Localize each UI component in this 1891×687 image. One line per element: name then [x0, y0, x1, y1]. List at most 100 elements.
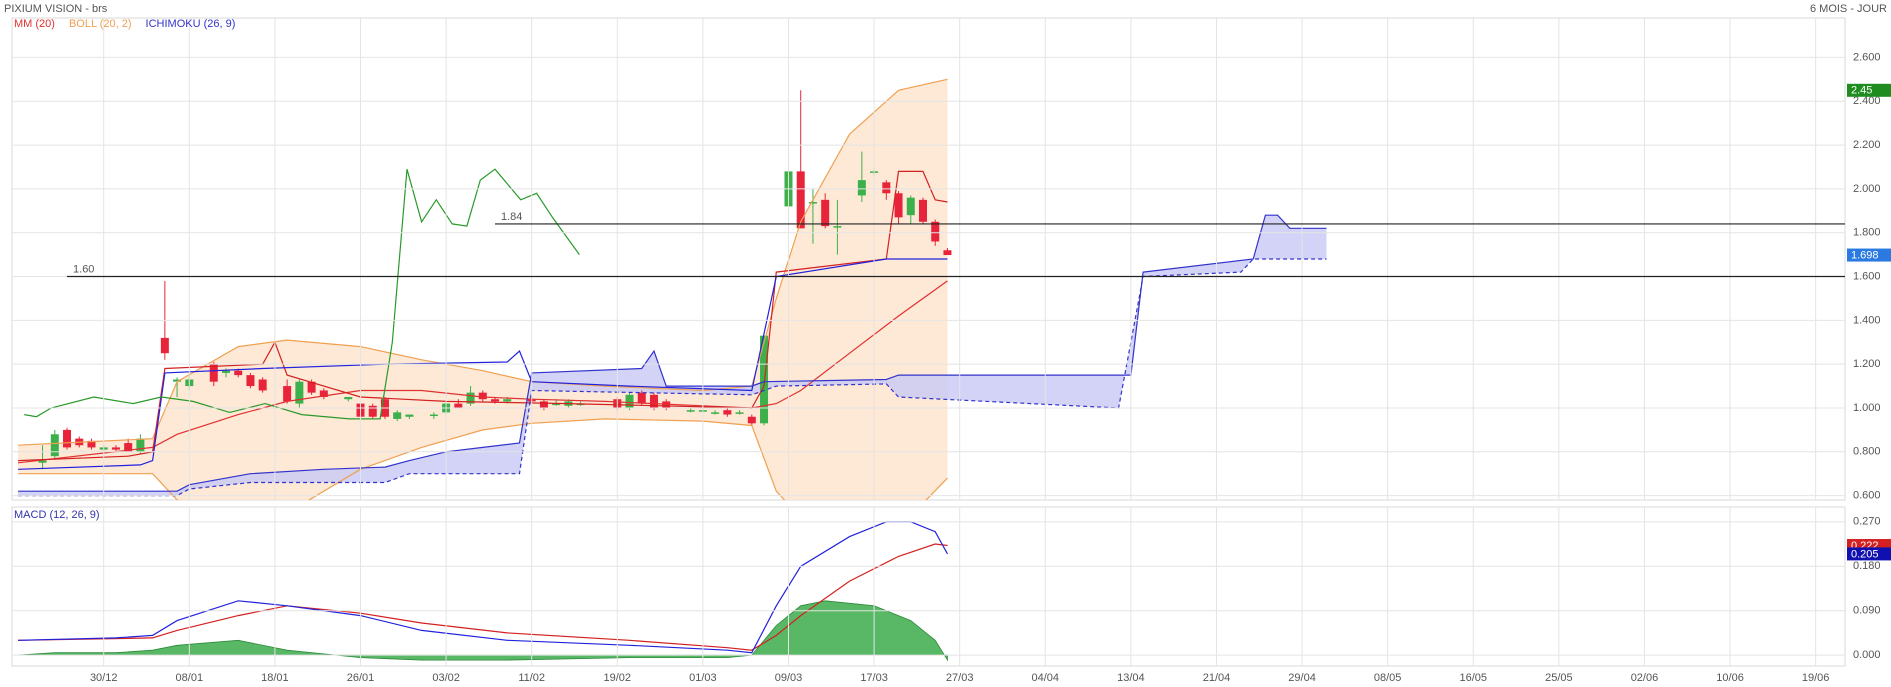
candle-body: [491, 399, 500, 402]
x-tick-label: 16/05: [1459, 672, 1487, 684]
candle-body: [478, 392, 487, 400]
candle-body: [38, 460, 47, 463]
y-tick-label: 0.000: [1853, 649, 1881, 661]
value-badge-label: 1.698: [1851, 249, 1879, 261]
macd-panel: [11, 506, 1846, 667]
candle-body: [857, 180, 866, 196]
candle-body: [686, 410, 695, 412]
legend-entry: BOLL (20, 2): [69, 18, 132, 30]
y-tick-label: 1.800: [1853, 227, 1881, 239]
candle-body: [760, 335, 769, 424]
y-tick-label: 1.600: [1853, 270, 1881, 282]
candle-body: [234, 370, 243, 376]
candle-body: [466, 392, 475, 404]
candle-body: [258, 379, 267, 391]
indicator-line: [18, 258, 1327, 497]
y-tick-label: 0.600: [1853, 490, 1881, 502]
candle-body: [393, 412, 402, 419]
indicator-line: [24, 168, 580, 420]
legend-entry: ICHIMOKU (26, 9): [146, 18, 236, 30]
candle-body: [283, 386, 292, 402]
value-badge: [1847, 248, 1891, 262]
candle-body: [833, 226, 842, 228]
candle-body: [246, 375, 255, 387]
price-panel: [11, 17, 1846, 501]
candle-body: [454, 403, 463, 408]
level-label: 1.84: [501, 211, 522, 223]
value-badge: [1847, 83, 1891, 97]
y-tick-label: 0.090: [1853, 605, 1881, 617]
candle-body: [136, 438, 145, 452]
x-tick-label: 26/01: [347, 672, 375, 684]
y-tick-label: 0.800: [1853, 446, 1881, 458]
x-tick-label: 09/03: [775, 672, 803, 684]
candle-body: [173, 379, 182, 382]
y-tick-label: 2.200: [1853, 139, 1881, 151]
band-fill: [18, 79, 948, 500]
candle-body: [539, 401, 548, 408]
x-tick-label: 17/03: [860, 672, 888, 684]
value-badge: [1847, 547, 1891, 561]
x-tick-label: 10/06: [1716, 672, 1744, 684]
y-tick-label: 2.600: [1853, 51, 1881, 63]
x-tick-label: 11/02: [518, 672, 545, 684]
candle-body: [124, 443, 133, 452]
macd-title: MACD (12, 26, 9): [14, 509, 100, 521]
y-tick-label: 1.000: [1853, 402, 1881, 414]
indicator-line: [18, 543, 948, 651]
candle-body: [918, 199, 927, 222]
indicator-line: [18, 170, 948, 462]
indicator-line: [18, 258, 948, 470]
x-tick-label: 19/02: [604, 672, 632, 684]
candle-body: [319, 390, 328, 398]
x-tick-label: 21/04: [1203, 672, 1231, 684]
candle-body: [711, 412, 720, 414]
macd-plot: [17, 521, 949, 662]
candle-body: [160, 337, 169, 354]
value-badge-label: 0.205: [1851, 548, 1879, 560]
candle-body: [796, 171, 805, 229]
y-tick-label: 2.000: [1853, 183, 1881, 195]
x-tick-label: 13/04: [1117, 672, 1145, 684]
candle-body: [295, 381, 304, 404]
x-tick-label: 29/04: [1288, 672, 1316, 684]
candle-body: [894, 193, 903, 218]
candle-body: [344, 397, 353, 400]
candle-body: [931, 221, 940, 242]
x-tick-label: 02/06: [1631, 672, 1659, 684]
candle-body: [882, 182, 891, 194]
candle-body: [368, 405, 377, 417]
candle-body: [906, 197, 915, 216]
candle-body: [637, 392, 646, 404]
candle-body: [50, 434, 59, 457]
x-tick-label: 01/03: [689, 672, 717, 684]
x-tick-label: 18/01: [261, 672, 289, 684]
candle-body: [735, 412, 744, 414]
candle-body: [943, 250, 952, 256]
candle-body: [649, 394, 658, 408]
indicator-line: [18, 214, 1327, 492]
candle-body: [625, 394, 634, 408]
candle-body: [405, 414, 414, 417]
candle-body: [111, 447, 120, 450]
candle-body: [209, 364, 218, 382]
y-tick-label: 1.400: [1853, 314, 1881, 326]
x-tick-label: 08/05: [1374, 672, 1402, 684]
x-tick-label: 04/04: [1032, 672, 1060, 684]
x-tick-label: 03/02: [432, 672, 460, 684]
y-tick-label: 1.200: [1853, 358, 1881, 370]
histogram-area: [17, 600, 948, 662]
candle-body: [821, 199, 830, 227]
value-badge-label: 2.45: [1851, 85, 1872, 97]
x-tick-label: 08/01: [176, 672, 204, 684]
candle-body: [503, 399, 512, 402]
y-tick-label: 0.180: [1853, 560, 1881, 572]
legend-entry: MM (20): [14, 18, 55, 30]
candle-body: [552, 403, 561, 406]
candle-body: [87, 440, 96, 448]
level-label: 1.60: [73, 263, 94, 275]
candle-body: [808, 202, 817, 204]
candle-body: [63, 429, 72, 448]
chart-subtitle: 6 MOIS - JOUR: [1810, 3, 1887, 15]
